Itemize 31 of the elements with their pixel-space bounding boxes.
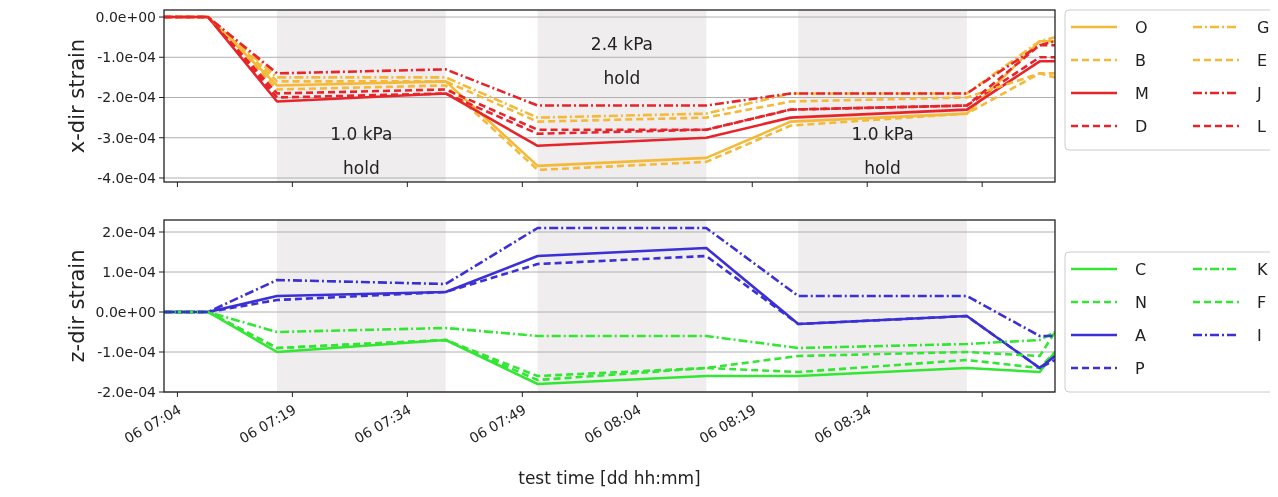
band-label: 1.0 kPa hold <box>851 124 914 178</box>
legend-label: B <box>1135 50 1146 70</box>
legend-label: K <box>1257 259 1268 279</box>
legend-label: L <box>1257 116 1266 136</box>
y-tick-label: 0.0e+00 <box>95 303 156 320</box>
y-tick-label: -4.0e-04 <box>97 169 157 186</box>
legend-label: G <box>1257 17 1270 37</box>
legend-label: M <box>1135 83 1149 103</box>
legend-label: E <box>1257 50 1268 70</box>
y-tick-label: 0.0e+00 <box>95 8 156 25</box>
band-label: 1.0 kPa hold <box>330 124 393 178</box>
y-axis-title: z-dir strain <box>65 249 89 363</box>
y-tick-label: 1.0e-04 <box>102 263 157 280</box>
y-tick-label: -1.0e-04 <box>97 49 157 66</box>
y-tick-label: -3.0e-04 <box>97 129 157 146</box>
legend-label: O <box>1135 17 1148 37</box>
y-tick-label: 2.0e-04 <box>102 223 157 240</box>
y-tick-label: -2.0e-04 <box>97 383 157 400</box>
y-tick-label: -2.0e-04 <box>97 89 157 106</box>
legend-label: I <box>1257 325 1262 345</box>
legend-label: P <box>1135 358 1145 378</box>
band-label: 2.4 kPa hold <box>590 34 654 88</box>
y-axis-title: x-dir strain <box>65 38 89 154</box>
y-tick-label: -1.0e-04 <box>97 343 157 360</box>
legend-label: C <box>1135 259 1147 279</box>
legend-label: D <box>1135 116 1148 136</box>
legend-label: N <box>1135 292 1147 312</box>
legend-label: A <box>1135 325 1146 345</box>
legend-label: J <box>1256 83 1262 103</box>
legend-label: F <box>1257 292 1267 312</box>
x-axis-title: test time [dd hh:mm] <box>518 468 701 488</box>
